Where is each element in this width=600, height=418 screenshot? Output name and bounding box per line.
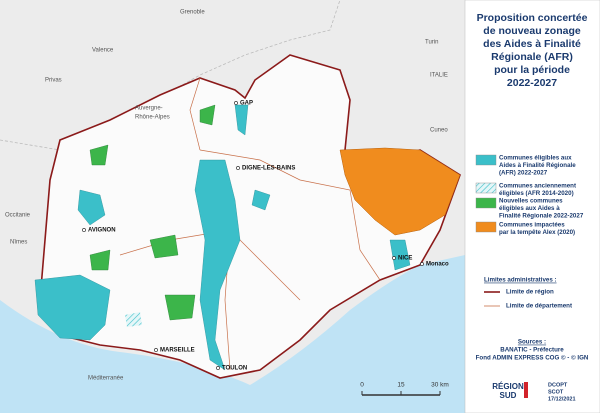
place-label: Privas: [45, 78, 62, 84]
title-line: 2022-2027: [507, 77, 557, 89]
logo-text: SUD: [500, 391, 517, 400]
city-dot: [420, 262, 424, 266]
storm-area: [339, 147, 461, 236]
eligible-area: [251, 189, 271, 211]
place-label: Rhône-Alpes: [135, 115, 170, 121]
city-label: Monaco: [426, 262, 449, 268]
city-dot: [392, 256, 396, 260]
new-eligible-area: [89, 144, 109, 166]
eligible-area: [34, 274, 111, 341]
logo-mark: [524, 382, 528, 398]
place-label: Grenoble: [180, 10, 205, 16]
stamp-text: 17/12/2021: [548, 396, 576, 402]
stamp-text: SCOT: [548, 389, 564, 395]
city-label: TOULON: [222, 366, 247, 372]
legend-label: Communes impactées: [499, 222, 565, 229]
eligible-area: [194, 159, 241, 371]
new-eligible-areas: [89, 104, 216, 321]
place-label: ITALIE: [430, 73, 448, 79]
eligible-area: [234, 104, 249, 136]
legend-label: Finalité Régionale 2022-2027: [499, 213, 584, 220]
source-line: Fond ADMIN EXPRESS COG © - © IGN: [476, 355, 589, 362]
legend-label: par la tempête Alex (2020): [499, 229, 575, 236]
title-line: Régionale (AFR): [491, 51, 573, 63]
new-eligible-area: [149, 234, 179, 259]
legend-label: Communes anciennement: [499, 183, 576, 190]
new-eligible-area: [89, 249, 111, 271]
scale-label: 15: [397, 382, 405, 389]
city-label: GAP: [240, 101, 253, 107]
legend-label: Nouvelles communes: [499, 198, 563, 205]
scale-label: 30 km: [431, 382, 449, 389]
place-label: Méditerranée: [88, 376, 124, 382]
city-dot: [236, 166, 240, 170]
city-label: AVIGNON: [88, 228, 116, 234]
place-label: Occitanie: [5, 213, 31, 219]
legend-swatch: [475, 221, 497, 233]
place-label: Nîmes: [10, 240, 27, 246]
city-label: NICE: [398, 256, 412, 262]
eligible-areas: [34, 104, 411, 371]
city-dot: [82, 228, 86, 232]
place-label: Valence: [92, 48, 114, 54]
sea: [0, 255, 465, 413]
limits-heading: Limites administratives :: [484, 277, 557, 284]
logo-text: RÉGION: [492, 382, 524, 391]
eligible-area: [77, 189, 106, 226]
limit-label: Limite de région: [506, 289, 554, 296]
title-line: Proposition concertée: [477, 12, 588, 24]
legend-swatch: [475, 197, 497, 209]
place-label: Auvergne-: [135, 106, 163, 112]
new-eligible-area: [164, 294, 196, 321]
limit-label: Limite de département: [506, 303, 572, 310]
legend-label: Communes éligibles aux: [499, 155, 572, 162]
city-dot: [154, 348, 158, 352]
title-line: de nouveau zonage: [483, 25, 581, 37]
city-dot: [234, 101, 238, 105]
eligible-area: [389, 239, 411, 271]
stamp-text: DCOPT: [548, 382, 568, 388]
scale-label: 0: [360, 382, 364, 389]
title-line: pour la période: [494, 64, 570, 76]
place-label: Turin: [425, 40, 438, 46]
legend-label: (AFR) 2022-2027: [499, 170, 548, 177]
source-line: BANATIC - Préfecture: [500, 347, 564, 354]
new-eligible-area: [199, 104, 216, 126]
source-line: Sources :: [518, 339, 546, 346]
former-eligible-area: [125, 312, 142, 327]
legend-swatch: [475, 182, 497, 194]
legend-label: éligibles (AFR 2014-2020): [499, 190, 574, 197]
legend-label: éligibles aux Aides à: [499, 205, 560, 212]
city-label: MARSEILLE: [160, 348, 195, 354]
legend-label: Aides à Finalité Régionale: [499, 162, 576, 169]
legend-swatch: [475, 154, 497, 166]
city-dot: [216, 366, 220, 370]
title-line: des Aides à Finalité: [483, 38, 581, 50]
city-label: DIGNE-LES-BAINS: [242, 166, 295, 172]
place-label: Cuneo: [430, 128, 448, 134]
